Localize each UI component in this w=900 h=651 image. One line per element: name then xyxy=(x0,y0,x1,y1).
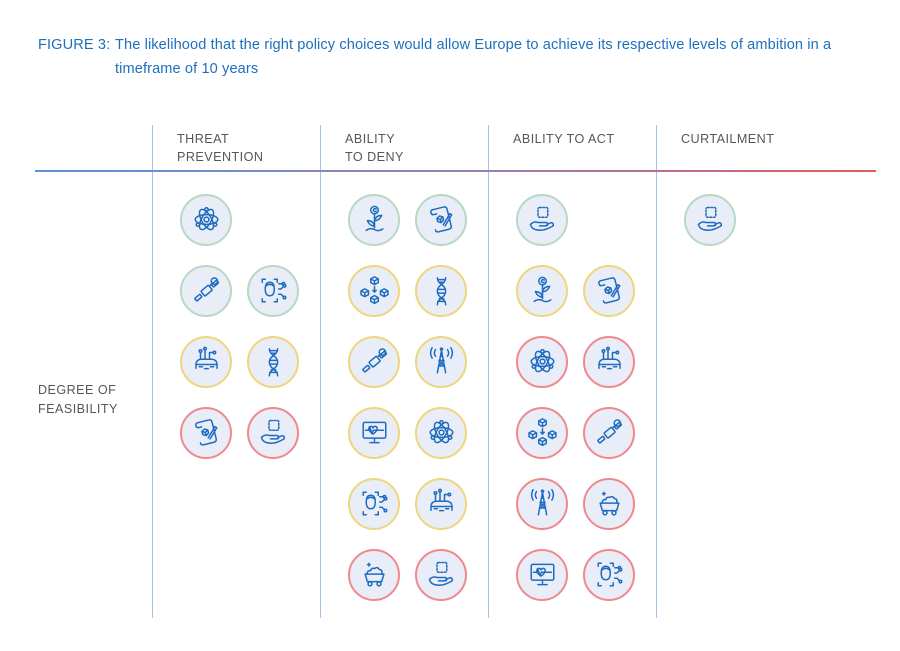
column-header-curtailment: CURTAILMENT xyxy=(681,132,775,146)
semiconductor-hand-icon xyxy=(516,193,568,246)
feasibility-row-2 xyxy=(153,255,320,326)
column-header-ability-to-act: ABILITY TO ACT xyxy=(513,132,615,146)
feasibility-row-5 xyxy=(489,468,656,539)
feasibility-row-6 xyxy=(489,539,656,610)
feasibility-row-4 xyxy=(321,397,488,468)
autonomous-vehicle-icon xyxy=(415,477,467,530)
feasibility-row-1 xyxy=(657,184,880,255)
feasibility-row-6 xyxy=(153,539,320,610)
feasibility-row-6 xyxy=(321,539,488,610)
green-investment-icon xyxy=(348,193,400,246)
feasibility-row-2 xyxy=(657,255,880,326)
feasibility-row-1 xyxy=(153,184,320,255)
feasibility-row-2 xyxy=(489,255,656,326)
policy-scroll-icon xyxy=(583,264,635,317)
column-header-ability-to-deny: ABILITY TO DENY xyxy=(345,132,404,164)
y-axis-label-line1: DEGREE OF xyxy=(38,383,117,397)
semiconductor-hand-icon xyxy=(247,406,299,459)
policy-scroll-icon xyxy=(415,193,467,246)
feasibility-row-6 xyxy=(657,539,880,610)
feasibility-row-4 xyxy=(657,397,880,468)
policy-scroll-icon xyxy=(180,406,232,459)
y-axis-label-line2: FEASIBILITY xyxy=(38,401,118,416)
satellite-icon xyxy=(348,335,400,388)
feasibility-matrix: THREAT PREVENTION ABILITY TO DENY ABILITY TO… xyxy=(0,125,880,618)
feasibility-row-2 xyxy=(321,255,488,326)
facial-recognition-icon xyxy=(348,477,400,530)
autonomous-vehicle-icon xyxy=(180,335,232,388)
feasibility-row-4 xyxy=(153,397,320,468)
atom-icon xyxy=(516,335,568,388)
y-axis-label: DEGREE OF FEASIBILITY xyxy=(38,381,118,419)
column-curtailment: CURTAILMENT xyxy=(656,125,880,618)
digital-health-icon xyxy=(348,406,400,459)
semiconductor-hand-icon xyxy=(415,548,467,601)
digital-health-icon xyxy=(516,548,568,601)
feasibility-row-5 xyxy=(153,468,320,539)
feasibility-row-5 xyxy=(657,468,880,539)
column-ability-to-act: ABILITY TO ACT xyxy=(488,125,656,618)
feasibility-row-3 xyxy=(321,326,488,397)
y-axis-column xyxy=(0,125,152,618)
dna-icon xyxy=(415,264,467,317)
feasibility-row-1 xyxy=(321,184,488,255)
figure-title: The likelihood that the right policy cho… xyxy=(115,37,832,77)
semiconductor-hand-icon xyxy=(684,193,736,246)
telecom-tower-icon xyxy=(516,477,568,530)
column-header-threat-prevention: THREAT PREVENTION xyxy=(177,132,264,164)
header-divider-gradient-line xyxy=(35,170,876,172)
satellite-icon xyxy=(180,264,232,317)
feasibility-row-3 xyxy=(657,326,880,397)
satellite-icon xyxy=(583,406,635,459)
feasibility-row-3 xyxy=(153,326,320,397)
blockchain-cubes-icon xyxy=(348,264,400,317)
green-investment-icon xyxy=(516,264,568,317)
blockchain-cubes-icon xyxy=(516,406,568,459)
feasibility-row-3 xyxy=(489,326,656,397)
column-ability-to-deny: ABILITY TO DENY xyxy=(320,125,488,618)
feasibility-row-5 xyxy=(321,468,488,539)
autonomous-vehicle-icon xyxy=(583,335,635,388)
atom-icon xyxy=(180,193,232,246)
facial-recognition-icon xyxy=(247,264,299,317)
column-threat-prevention: THREAT PREVENTION xyxy=(152,125,320,618)
dna-icon xyxy=(247,335,299,388)
atom-icon xyxy=(415,406,467,459)
feasibility-row-4 xyxy=(489,397,656,468)
figure-label: FIGURE 3: xyxy=(38,37,111,53)
telecom-tower-icon xyxy=(415,335,467,388)
feasibility-row-1 xyxy=(489,184,656,255)
raw-materials-icon xyxy=(583,477,635,530)
facial-recognition-icon xyxy=(583,548,635,601)
matrix-columns: THREAT PREVENTION ABILITY TO DENY ABILITY TO… xyxy=(152,125,880,618)
raw-materials-icon xyxy=(348,548,400,601)
figure-caption: FIGURE 3: The likelihood that the right … xyxy=(38,34,870,81)
